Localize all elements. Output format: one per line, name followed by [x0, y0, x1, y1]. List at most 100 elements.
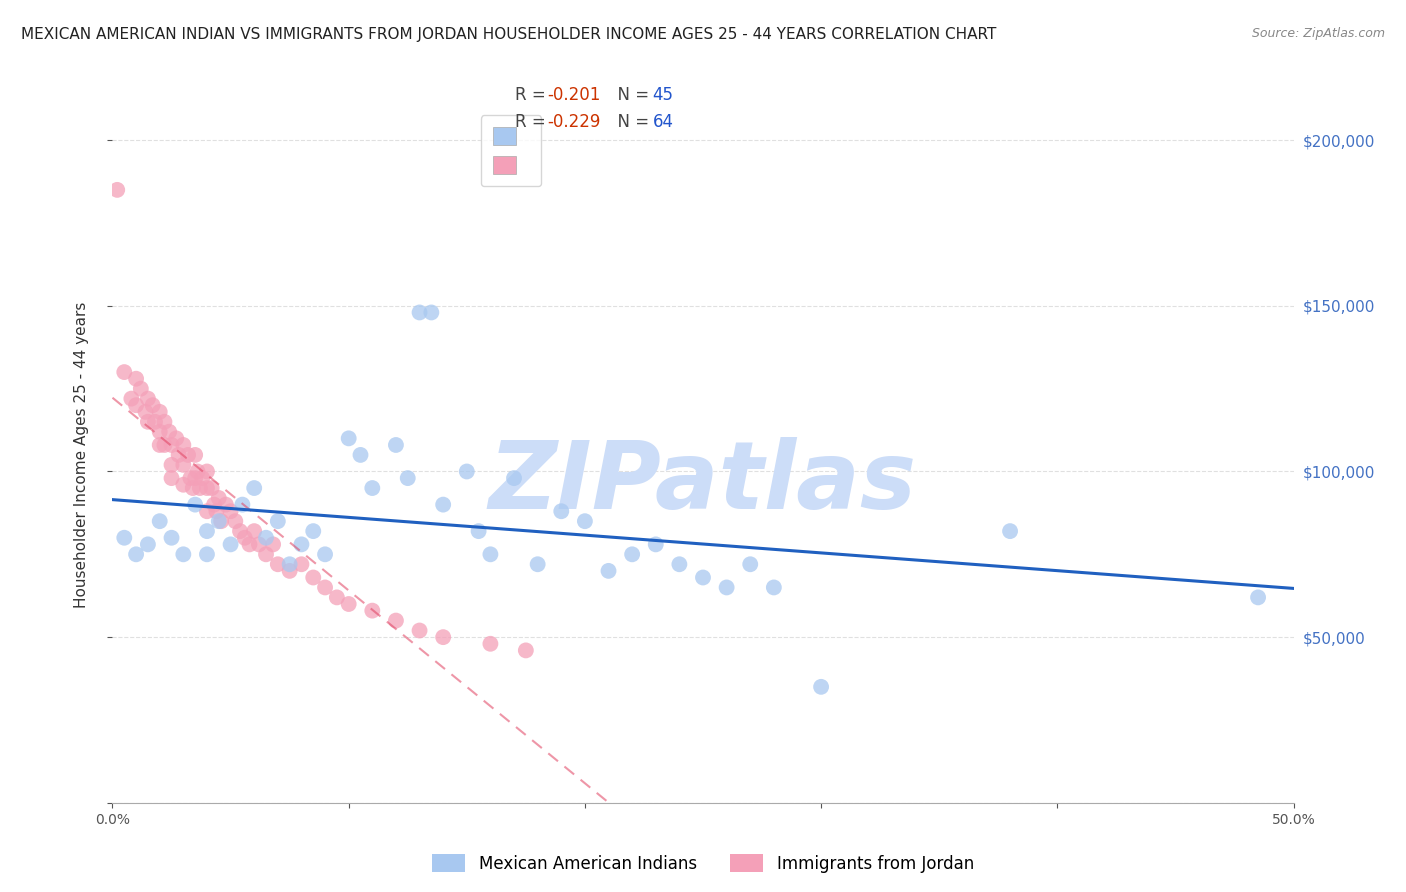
Text: 45: 45 [652, 87, 673, 104]
Point [290, 558, 312, 572]
Point [125, 398, 148, 412]
Point [254, 547, 277, 561]
Point [420, 305, 443, 319]
Point [195, 547, 218, 561]
Point [467, 524, 489, 538]
Point [167, 448, 190, 462]
Point [129, 382, 152, 396]
Point [361, 481, 384, 495]
Point [136, 537, 159, 551]
Legend: , : , [481, 115, 541, 186]
Text: R =: R = [515, 87, 551, 104]
Point [337, 431, 360, 445]
Point [238, 537, 260, 551]
Point [219, 504, 242, 518]
Point [181, 481, 204, 495]
Point [598, 564, 620, 578]
Y-axis label: Householder Income Ages 25 - 44 years: Householder Income Ages 25 - 44 years [75, 301, 89, 608]
Point [574, 514, 596, 528]
Point [267, 514, 290, 528]
Point [716, 581, 738, 595]
Point [408, 624, 430, 638]
Point [208, 514, 231, 528]
Text: MEXICAN AMERICAN INDIAN VS IMMIGRANTS FROM JORDAN HOUSEHOLDER INCOME AGES 25 - 4: MEXICAN AMERICAN INDIAN VS IMMIGRANTS FR… [21, 27, 997, 42]
Point [314, 547, 336, 561]
Point [229, 524, 252, 538]
Point [349, 448, 371, 462]
Legend: Mexican American Indians, Immigrants from Jordan: Mexican American Indians, Immigrants fro… [425, 847, 981, 880]
Point [526, 558, 548, 572]
Point [668, 558, 690, 572]
Point [408, 305, 430, 319]
Point [179, 471, 201, 485]
Point [644, 537, 666, 551]
Point [254, 531, 277, 545]
Point [149, 425, 172, 439]
Point [337, 597, 360, 611]
Point [243, 524, 266, 538]
Text: -0.201: -0.201 [547, 87, 600, 104]
Point [125, 372, 148, 386]
Point [998, 524, 1021, 538]
Point [247, 537, 270, 551]
Point [184, 498, 207, 512]
Point [503, 471, 526, 485]
Point [135, 405, 157, 419]
Text: R =: R = [515, 113, 551, 131]
Point [149, 514, 172, 528]
Point [136, 392, 159, 406]
Point [262, 537, 284, 551]
Point [172, 438, 194, 452]
Point [112, 531, 135, 545]
Point [105, 183, 128, 197]
Point [278, 558, 301, 572]
Text: 64: 64 [652, 113, 673, 131]
Point [385, 438, 408, 452]
Point [160, 438, 183, 452]
Point [191, 471, 214, 485]
Point [177, 448, 200, 462]
Point [621, 547, 644, 561]
Point [165, 431, 187, 445]
Point [267, 558, 290, 572]
Point [692, 570, 714, 584]
Point [143, 415, 166, 429]
Point [385, 614, 408, 628]
Point [432, 498, 454, 512]
Point [479, 547, 502, 561]
Point [1247, 591, 1270, 605]
Point [153, 415, 176, 429]
Text: N =: N = [607, 87, 655, 104]
Point [195, 504, 218, 518]
Point [160, 471, 183, 485]
Point [202, 498, 225, 512]
Point [195, 465, 218, 479]
Point [195, 524, 218, 538]
Point [515, 643, 537, 657]
Point [172, 477, 194, 491]
Point [432, 630, 454, 644]
Point [184, 448, 207, 462]
Point [290, 537, 312, 551]
Point [142, 398, 165, 412]
Point [157, 425, 180, 439]
Text: -0.229: -0.229 [547, 113, 600, 131]
Point [762, 581, 785, 595]
Point [208, 491, 231, 505]
Point [186, 465, 208, 479]
Point [314, 581, 336, 595]
Point [136, 415, 159, 429]
Point [160, 458, 183, 472]
Point [550, 504, 572, 518]
Point [302, 524, 325, 538]
Point [195, 481, 218, 495]
Text: N =: N = [607, 113, 655, 131]
Point [231, 498, 253, 512]
Text: Source: ZipAtlas.com: Source: ZipAtlas.com [1251, 27, 1385, 40]
Point [219, 537, 242, 551]
Point [810, 680, 832, 694]
Point [361, 604, 384, 618]
Point [456, 465, 478, 479]
Point [201, 481, 224, 495]
Point [125, 547, 148, 561]
